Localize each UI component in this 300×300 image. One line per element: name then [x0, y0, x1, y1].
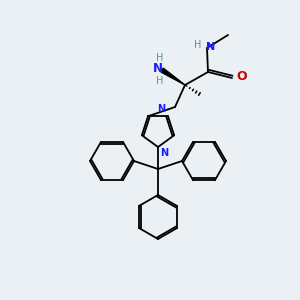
Polygon shape: [161, 68, 185, 85]
Text: O: O: [236, 70, 247, 83]
Text: N: N: [153, 62, 163, 76]
Text: H: H: [156, 53, 164, 63]
Text: H: H: [194, 40, 201, 50]
Text: N: N: [160, 148, 168, 158]
Text: H: H: [156, 76, 164, 86]
Text: N: N: [206, 42, 215, 52]
Text: N: N: [157, 104, 165, 114]
